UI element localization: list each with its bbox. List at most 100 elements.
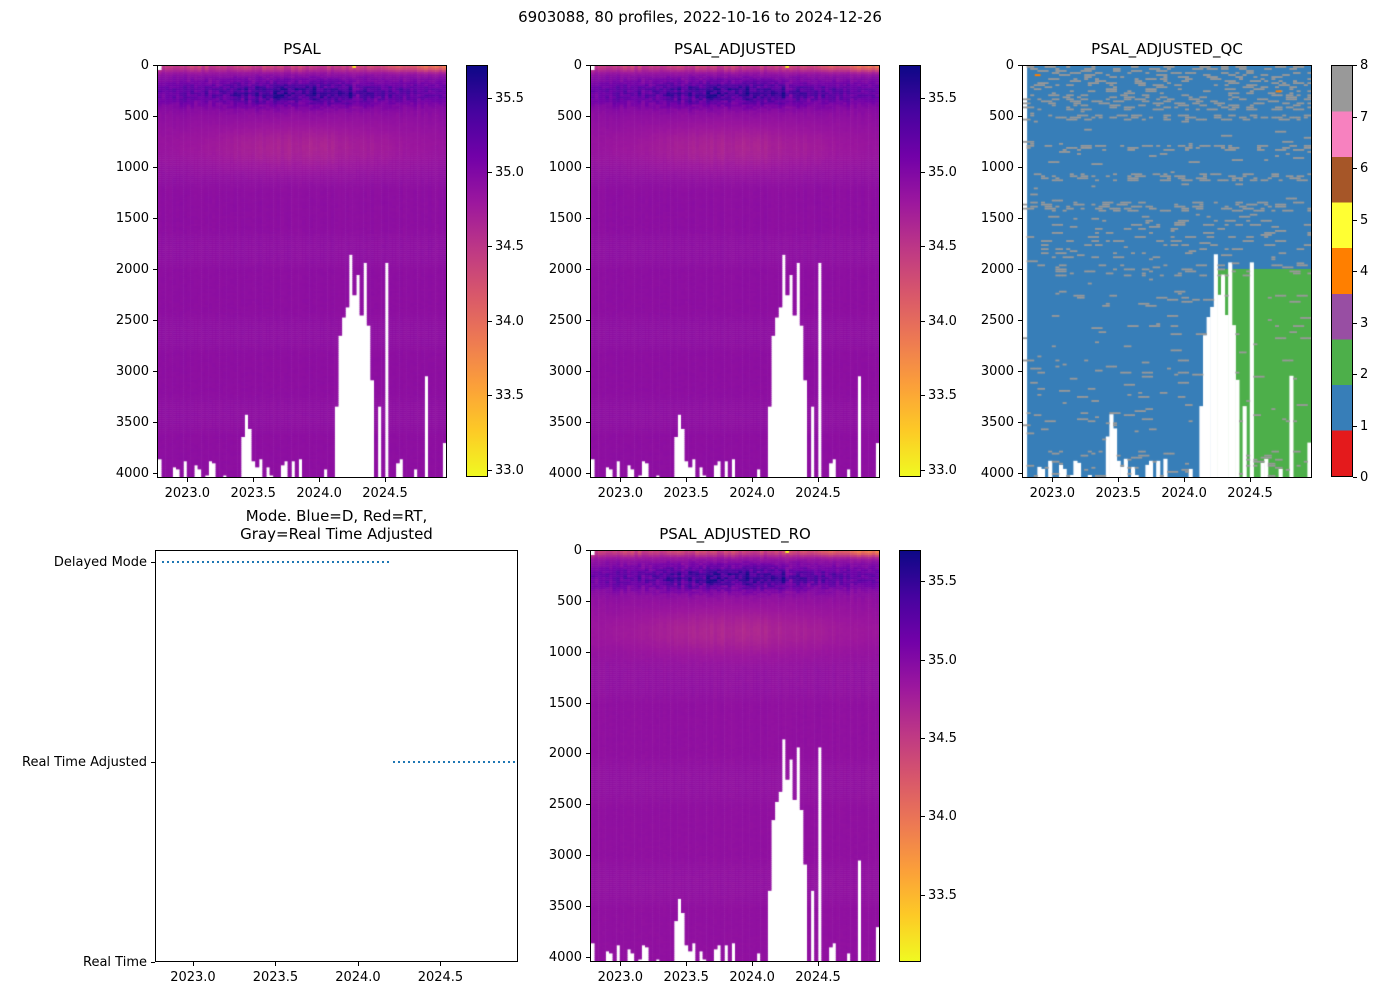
tick-label: 2000 — [548, 261, 582, 277]
tick-mark — [586, 217, 590, 219]
tick-mark — [488, 172, 492, 174]
tick-mark — [586, 804, 590, 806]
tick-mark — [586, 550, 590, 551]
tick-mark — [153, 421, 157, 423]
tick-label: 2024.5 — [417, 970, 464, 985]
tick-label: 3000 — [548, 363, 582, 379]
tick-mark — [1250, 478, 1252, 482]
tick-mark — [153, 166, 157, 168]
tick-label: 2 — [1360, 367, 1369, 382]
tick-mark — [586, 65, 590, 66]
plot-title-psal-adjusted-qc: PSAL_ADJUSTED_QC — [1091, 40, 1243, 58]
psal-adjusted-heatmap-canvas — [591, 66, 879, 477]
tick-label: 2024.0 — [729, 486, 775, 501]
tick-mark — [752, 962, 754, 966]
tick-label: 500 — [989, 108, 1014, 124]
tick-label: 33.0 — [928, 462, 957, 478]
tick-label: 0 — [140, 58, 149, 73]
tick-mark — [385, 478, 387, 482]
plot-title-mode: Mode. Blue=D, Red=RT, Gray=Real Time Adj… — [240, 507, 433, 543]
tick-label: 2023.5 — [230, 486, 276, 501]
tick-mark — [153, 115, 157, 117]
tick-label: 2023.0 — [170, 970, 216, 985]
tick-mark — [818, 962, 820, 966]
tick-mark — [586, 753, 590, 755]
tick-label: 35.0 — [928, 165, 957, 181]
tick-label: 5 — [1360, 212, 1369, 228]
tick-label: 33.5 — [928, 887, 957, 903]
tick-mark — [488, 395, 492, 397]
tick-label: 4000 — [115, 465, 149, 481]
tick-mark — [319, 478, 321, 482]
tick-mark — [1353, 65, 1357, 66]
tick-mark — [1353, 219, 1357, 221]
tick-label: 1500 — [548, 695, 582, 711]
tick-mark — [357, 962, 359, 966]
tick-mark — [921, 320, 925, 322]
tick-mark — [921, 737, 925, 739]
tick-label: 500 — [557, 108, 582, 124]
tick-mark — [488, 97, 492, 99]
tick-label: 3500 — [980, 414, 1014, 430]
tick-mark — [187, 478, 189, 482]
tick-label: 1500 — [980, 210, 1014, 226]
tick-mark — [1018, 319, 1022, 321]
tick-label: 1000 — [115, 159, 149, 175]
tick-label: 2024.5 — [795, 486, 841, 501]
tick-mark — [586, 166, 590, 168]
tick-label: 3000 — [548, 848, 582, 864]
psal-adjusted-ro-axes — [590, 550, 880, 962]
tick-label: 2023.0 — [597, 970, 644, 985]
tick-mark — [921, 581, 925, 583]
tick-mark — [921, 172, 925, 174]
tick-mark — [1052, 478, 1054, 482]
tick-label: 34.5 — [928, 730, 957, 746]
tick-label: Delayed Mode — [53, 555, 147, 570]
tick-mark — [921, 816, 925, 818]
tick-mark — [151, 762, 155, 763]
figure-title: 6903088, 80 profiles, 2022-10-16 to 2024… — [518, 8, 882, 26]
tick-mark — [153, 319, 157, 321]
tick-label: 1000 — [980, 159, 1014, 175]
tick-mark — [1184, 478, 1186, 482]
psal-axes — [157, 65, 447, 478]
tick-label: 2024.0 — [729, 970, 775, 985]
tick-label: 3000 — [980, 363, 1014, 379]
tick-label: 4000 — [548, 949, 582, 965]
plot-title-psal-adjusted-ro: PSAL_ADJUSTED_RO — [659, 525, 811, 543]
tick-label: 35.5 — [495, 90, 524, 106]
psal-adjusted-qc-colorbar — [1331, 65, 1353, 477]
tick-mark — [921, 97, 925, 99]
tick-label: 2023.0 — [164, 486, 211, 501]
tick-mark — [1353, 271, 1357, 272]
tick-mark — [1353, 374, 1357, 375]
tick-label: Real Time — [83, 955, 147, 970]
tick-mark — [686, 962, 688, 966]
tick-label: 2000 — [980, 261, 1014, 277]
tick-mark — [1018, 472, 1022, 474]
tick-mark — [440, 962, 442, 966]
tick-label: 33.5 — [495, 388, 524, 404]
tick-label: 1500 — [115, 210, 149, 226]
tick-label: 1 — [1360, 418, 1369, 434]
tick-mark — [586, 268, 590, 270]
tick-mark — [921, 395, 925, 397]
tick-label: 2500 — [980, 312, 1014, 328]
plot-title-psal-adjusted: PSAL_ADJUSTED — [674, 40, 796, 58]
psal-adjusted-qc-heatmap-canvas — [1023, 66, 1311, 477]
tick-label: 500 — [124, 108, 149, 124]
tick-mark — [921, 659, 925, 661]
tick-label: 2023.0 — [1029, 486, 1076, 501]
tick-mark — [153, 370, 157, 372]
tick-label: 34.0 — [928, 313, 957, 329]
tick-mark — [586, 956, 590, 958]
tick-mark — [1018, 370, 1022, 372]
tick-mark — [153, 472, 157, 474]
psal-adjusted-ro-heatmap-canvas — [591, 551, 879, 961]
tick-label: 1000 — [548, 644, 582, 660]
tick-label: 1000 — [548, 159, 582, 175]
tick-mark — [921, 246, 925, 248]
tick-label: 6 — [1360, 161, 1369, 176]
tick-label: 0 — [573, 58, 582, 73]
tick-mark — [153, 268, 157, 270]
